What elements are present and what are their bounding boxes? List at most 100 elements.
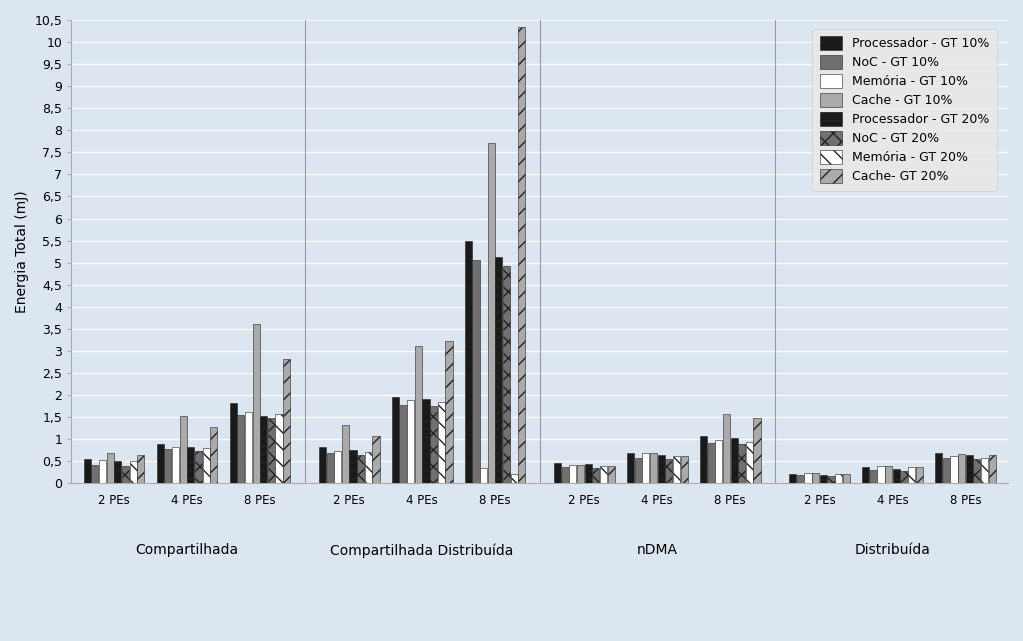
Bar (510, 474, 518, 483)
Bar (708, 443, 715, 483)
Bar (592, 468, 599, 483)
Bar (878, 465, 885, 483)
Bar (797, 475, 804, 483)
Bar (584, 464, 591, 483)
Text: Compartilhada: Compartilhada (135, 544, 238, 558)
Bar (414, 345, 421, 483)
Bar (608, 465, 615, 483)
Bar (843, 474, 850, 483)
Bar (275, 413, 282, 483)
Bar (445, 341, 452, 483)
Bar (966, 455, 973, 483)
Bar (244, 412, 252, 483)
Bar (723, 414, 730, 483)
Bar (480, 468, 487, 483)
Bar (157, 444, 164, 483)
Bar (172, 447, 179, 483)
Bar (973, 460, 980, 483)
Bar (650, 453, 657, 483)
Bar (828, 476, 835, 483)
Bar (700, 436, 707, 483)
Bar (187, 447, 194, 483)
Bar (739, 444, 746, 483)
Text: Distribuída: Distribuída (854, 544, 930, 558)
Bar (464, 240, 472, 483)
Bar (988, 455, 995, 483)
Bar (365, 453, 372, 483)
Bar (357, 454, 364, 483)
Bar (130, 461, 137, 483)
Bar (642, 453, 650, 483)
Bar (210, 427, 217, 483)
Bar (488, 143, 495, 483)
Bar (958, 454, 965, 483)
Bar (789, 474, 796, 483)
Bar (634, 458, 641, 483)
Bar (885, 465, 892, 483)
Bar (503, 266, 510, 483)
Bar (253, 324, 260, 483)
Bar (422, 399, 430, 483)
Bar (562, 467, 569, 483)
Bar (570, 465, 576, 483)
Bar (195, 451, 203, 483)
Bar (122, 465, 129, 483)
Bar (268, 418, 275, 483)
Text: Compartilhada Distribuída: Compartilhada Distribuída (330, 544, 514, 558)
Bar (981, 458, 988, 483)
Bar (950, 456, 958, 483)
Bar (627, 453, 634, 483)
Bar (495, 257, 502, 483)
Bar (900, 471, 907, 483)
Bar (283, 359, 291, 483)
Bar (106, 453, 114, 483)
Bar (916, 467, 923, 483)
Bar (599, 465, 607, 483)
Bar (350, 450, 357, 483)
Bar (804, 472, 811, 483)
Bar (165, 449, 172, 483)
Bar (673, 456, 680, 483)
Bar (237, 415, 244, 483)
Bar (935, 453, 942, 483)
Bar (99, 460, 106, 483)
Bar (554, 463, 562, 483)
Bar (862, 467, 870, 483)
Bar (730, 438, 738, 483)
Bar (319, 447, 326, 483)
Bar (665, 460, 672, 483)
Bar (746, 442, 753, 483)
Bar (835, 474, 842, 483)
Bar (754, 418, 761, 483)
Bar (392, 397, 399, 483)
Bar (91, 465, 98, 483)
Bar (326, 453, 333, 483)
Bar (180, 416, 187, 483)
Bar (658, 455, 665, 483)
Bar (229, 403, 236, 483)
Bar (84, 459, 91, 483)
Bar (203, 448, 210, 483)
Bar (137, 454, 144, 483)
Bar (430, 406, 437, 483)
Bar (819, 475, 827, 483)
Bar (115, 461, 122, 483)
Text: nDMA: nDMA (636, 544, 678, 558)
Bar (438, 402, 445, 483)
Bar (943, 458, 949, 483)
Bar (260, 416, 267, 483)
Bar (812, 472, 819, 483)
Bar (893, 469, 900, 483)
Bar (870, 470, 877, 483)
Legend: Processador - GT 10%, NoC - GT 10%, Memória - GT 10%, Cache - GT 10%, Processado: Processador - GT 10%, NoC - GT 10%, Memó… (812, 29, 997, 190)
Bar (372, 436, 380, 483)
Bar (519, 27, 526, 483)
Bar (577, 465, 584, 483)
Bar (407, 400, 414, 483)
Y-axis label: Energia Total (mJ): Energia Total (mJ) (15, 190, 29, 313)
Bar (908, 467, 916, 483)
Bar (399, 404, 406, 483)
Bar (715, 440, 722, 483)
Bar (335, 451, 342, 483)
Bar (680, 456, 687, 483)
